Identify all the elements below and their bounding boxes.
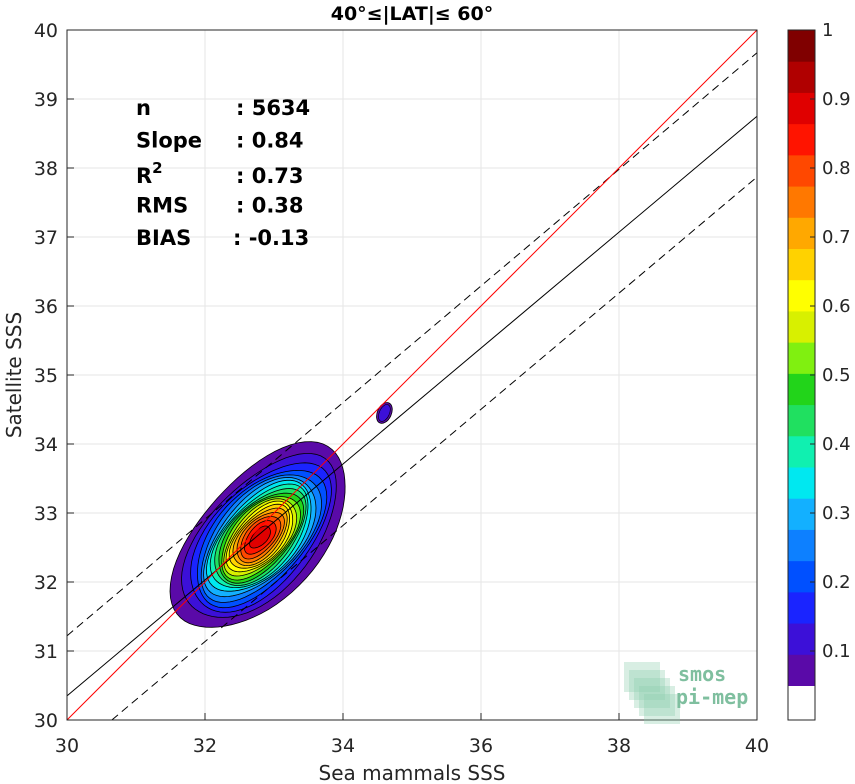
colorbar-tick-label: 0.1 [822, 641, 851, 662]
colorbar-segment [788, 467, 815, 499]
y-tick-label: 32 [34, 572, 58, 594]
colorbar-tick-label: 0.7 [822, 227, 851, 248]
x-tick-label: 30 [55, 735, 79, 757]
colorbar-tick-label: 0.6 [822, 296, 851, 317]
chart-title: 40°≤|LAT|≤ 60° [331, 3, 494, 25]
colorbar-tick-label: 0.4 [822, 434, 851, 455]
colorbar-segment [788, 30, 815, 62]
logo-text-smos: smos [678, 662, 726, 686]
stat-label: RMS [136, 194, 188, 218]
logo-layer [624, 662, 660, 692]
colorbar-segment [788, 342, 815, 374]
density-contour-level [249, 525, 271, 549]
stat-label-superscript: 2 [152, 159, 162, 177]
colorbar-segment [788, 186, 815, 218]
colorbar-tick-label: 0.2 [822, 572, 851, 593]
y-tick-label: 34 [34, 434, 58, 456]
colorbar-tick-label: 0.3 [822, 503, 851, 524]
colorbar-segment [788, 373, 815, 406]
colorbar-base [788, 685, 815, 720]
colorbar-segment [788, 279, 815, 312]
colorbar-segment [788, 92, 815, 125]
colorbar-tick-label: 0.9 [822, 89, 851, 110]
logo-layer [639, 686, 675, 716]
colorbar-segment [788, 248, 815, 281]
colorbar-tick-label: 0.5 [822, 365, 851, 386]
colorbar-segment [788, 623, 815, 655]
logo-layer [644, 694, 680, 724]
stat-label: Slope [136, 129, 202, 153]
colorbar-segment [788, 404, 815, 437]
colorbar-segment [788, 154, 815, 187]
stat-value: : 0.73 [236, 164, 304, 188]
stat-label: n [136, 96, 151, 120]
logo-layer [629, 670, 665, 700]
y-tick-label: 36 [34, 296, 58, 318]
logo-layer [634, 678, 670, 708]
colorbar-segment [788, 217, 815, 249]
regression-lines [66, 29, 758, 721]
fit-line [66, 115, 758, 697]
logo-text-pimep: pi-mep [676, 685, 748, 709]
x-axis-label: Sea mammals SSS [319, 761, 506, 784]
stat-value: : -0.13 [233, 226, 309, 250]
y-axis-ticks: 30 31 32 33 34 35 36 37 38 39 40 [34, 20, 74, 732]
stat-label: BIAS [136, 226, 191, 250]
stat-value: : 0.38 [236, 194, 304, 218]
stat-value: : 0.84 [236, 129, 304, 153]
x-tick-label: 36 [469, 735, 493, 757]
colorbar-segment [788, 123, 815, 156]
x-tick-label: 32 [193, 735, 217, 757]
y-tick-label: 37 [34, 227, 58, 249]
density-secondary-blob-inner [378, 404, 391, 422]
colorbar-segment [788, 560, 815, 593]
x-tick-label: 40 [745, 735, 769, 757]
colorbar: 0.1 0.2 0.3 0.4 0.5 0.6 0.7 0.8 0.9 1 [787, 20, 851, 721]
y-tick-label: 35 [34, 365, 58, 387]
y-tick-label: 39 [34, 89, 58, 111]
colorbar-segment [788, 591, 815, 624]
y-tick-label: 31 [34, 641, 58, 663]
x-tick-label: 34 [331, 735, 355, 757]
x-axis-ticks: 30 32 34 36 38 40 [55, 713, 769, 757]
y-tick-label: 30 [34, 710, 58, 732]
fit-lower-dashed-line [111, 176, 758, 721]
colorbar-tick-label: 1 [822, 20, 833, 41]
fit-upper-dashed-line [66, 52, 758, 637]
colorbar-segment [788, 435, 815, 468]
y-axis-label: Satellite SSS [2, 312, 26, 438]
y-tick-label: 38 [34, 158, 58, 180]
colorbar-segment [788, 529, 815, 562]
identity-line [66, 29, 758, 721]
colorbar-segment [788, 61, 815, 93]
colorbar-tick-label: 0.8 [822, 158, 851, 179]
y-tick-label: 33 [34, 503, 58, 525]
x-tick-label: 38 [607, 735, 631, 757]
colorbar-segment [788, 310, 815, 343]
colorbar-segment [788, 654, 815, 686]
colorbar-segment [788, 498, 815, 530]
y-tick-label: 40 [34, 20, 58, 42]
stat-value: : 5634 [236, 96, 310, 120]
